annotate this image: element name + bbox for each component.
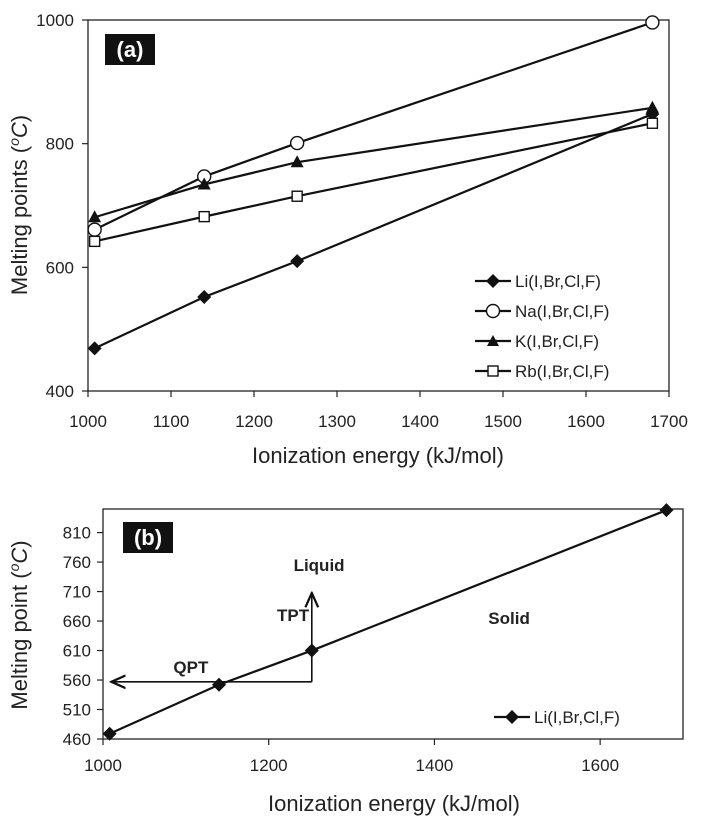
- legend-label-na: Na(I,Br,Cl,F): [515, 302, 609, 321]
- data-point-a-0: [87, 341, 102, 356]
- y-tick-label-b: 510: [63, 701, 91, 720]
- y-tick-label-b: 460: [63, 730, 91, 749]
- x-axis-label-b: Ionization energy (kJ/mol): [268, 791, 520, 816]
- y-axis-label-a: Melting points (oC): [6, 115, 32, 295]
- data-point-a-3: [646, 117, 659, 129]
- plot-area-a: [87, 19, 670, 392]
- series-line-a-3: [94, 122, 653, 243]
- panel-label-a: (a): [117, 37, 144, 62]
- x-tick-label-b: 1200: [250, 756, 288, 775]
- legend-marker-li-b: [505, 710, 519, 724]
- data-point-a-1: [645, 15, 660, 30]
- legend-entry-na: Na(I,Br,Cl,F): [475, 302, 609, 321]
- legend-entry-rb: Rb(I,Br,Cl,F): [475, 362, 609, 381]
- x-tick-label-b: 1000: [84, 756, 122, 775]
- y-tick-label-b: 810: [63, 524, 91, 543]
- data-point-b-0: [659, 503, 674, 518]
- legend-label-k: K(I,Br,Cl,F): [515, 332, 599, 351]
- legend-marker-li: [486, 274, 500, 288]
- data-point-a-0: [290, 254, 305, 269]
- data-point-a-1: [87, 222, 102, 237]
- x-tick-label-a: 1300: [318, 412, 356, 431]
- series-line-a-2: [94, 106, 653, 219]
- y-tick-label-b: 560: [63, 671, 91, 690]
- x-tick-label-a: 1600: [567, 412, 605, 431]
- data-point-a-2: [290, 155, 304, 168]
- y-tick-label-b: 710: [63, 583, 91, 602]
- series-line-a-1: [94, 21, 653, 231]
- legend-marker-rb: [487, 365, 499, 377]
- data-point-a-3: [88, 235, 101, 248]
- legend-a: Li(I,Br,Cl,F) Na(I,Br,Cl,F) K(I,Br,Cl,F)…: [475, 272, 609, 381]
- series-line-b-0: [109, 509, 667, 735]
- data-point-b-0: [304, 643, 319, 658]
- data-point-b-0: [102, 726, 117, 741]
- legend-marker-k: [487, 335, 499, 346]
- panel-a: 1000 1100 1200 1300 1400 1500 1600 1700 400 600 80…: [6, 11, 688, 468]
- legend-b: Li(I,Br,Cl,F): [494, 708, 620, 727]
- x-tick-label-a: 1200: [235, 412, 273, 431]
- data-point-a-2: [88, 210, 102, 223]
- data-point-a-2: [645, 100, 659, 113]
- panel-label-badge-a: [105, 34, 155, 65]
- y-tick-label-a: 1000: [36, 11, 74, 30]
- data-point-a-1: [289, 135, 305, 151]
- y-tick-label-a: 800: [46, 135, 74, 154]
- legend-marker-na: [485, 303, 501, 319]
- y-tick-label-b: 610: [63, 642, 91, 661]
- panel-label-badge-b: [123, 522, 173, 553]
- panel-b: 1000 1200 1400 1600 460 510 560 610 660 710 760 810…: [6, 503, 684, 816]
- annotation-solid: Solid: [488, 609, 530, 628]
- x-tick-label-b: 1400: [416, 756, 454, 775]
- y-tick-label-a: 600: [46, 258, 74, 277]
- data-point-a-3: [198, 210, 210, 223]
- legend-label-li: Li(I,Br,Cl,F): [515, 272, 601, 291]
- y-tick-label-b: 660: [63, 612, 91, 631]
- x-tick-label-a: 1700: [650, 412, 688, 431]
- x-tick-label-a: 1400: [401, 412, 439, 431]
- data-point-a-2: [197, 177, 211, 190]
- x-tick-label-a: 1500: [484, 412, 522, 431]
- y-axis-label-b: Melting point (oC): [6, 540, 32, 709]
- x-tick-label-a: 1100: [153, 412, 190, 431]
- data-point-a-3: [291, 190, 303, 202]
- data-point-a-0: [197, 290, 212, 305]
- annotation-tpt: TPT: [277, 606, 310, 625]
- legend-entry-li: Li(I,Br,Cl,F): [475, 272, 601, 291]
- x-axis-label-a: Ionization energy (kJ/mol): [252, 443, 504, 468]
- x-tick-label-a: 1000: [69, 412, 107, 431]
- legend-entry-k: K(I,Br,Cl,F): [475, 332, 599, 351]
- series-line-a-0: [94, 112, 653, 350]
- annotation-qpt: QPT: [173, 658, 209, 677]
- data-point-b-0: [212, 677, 226, 692]
- annotation-liquid: Liquid: [294, 556, 345, 575]
- y-tick-label-b: 760: [63, 553, 91, 572]
- panel-label-b: (b): [134, 525, 162, 550]
- legend-label-li-b: Li(I,Br,Cl,F): [534, 708, 620, 727]
- plot-area-b: [102, 508, 684, 740]
- legend-label-rb: Rb(I,Br,Cl,F): [515, 362, 609, 381]
- y-tick-label-a: 400: [46, 382, 74, 401]
- x-tick-label-b: 1600: [581, 756, 619, 775]
